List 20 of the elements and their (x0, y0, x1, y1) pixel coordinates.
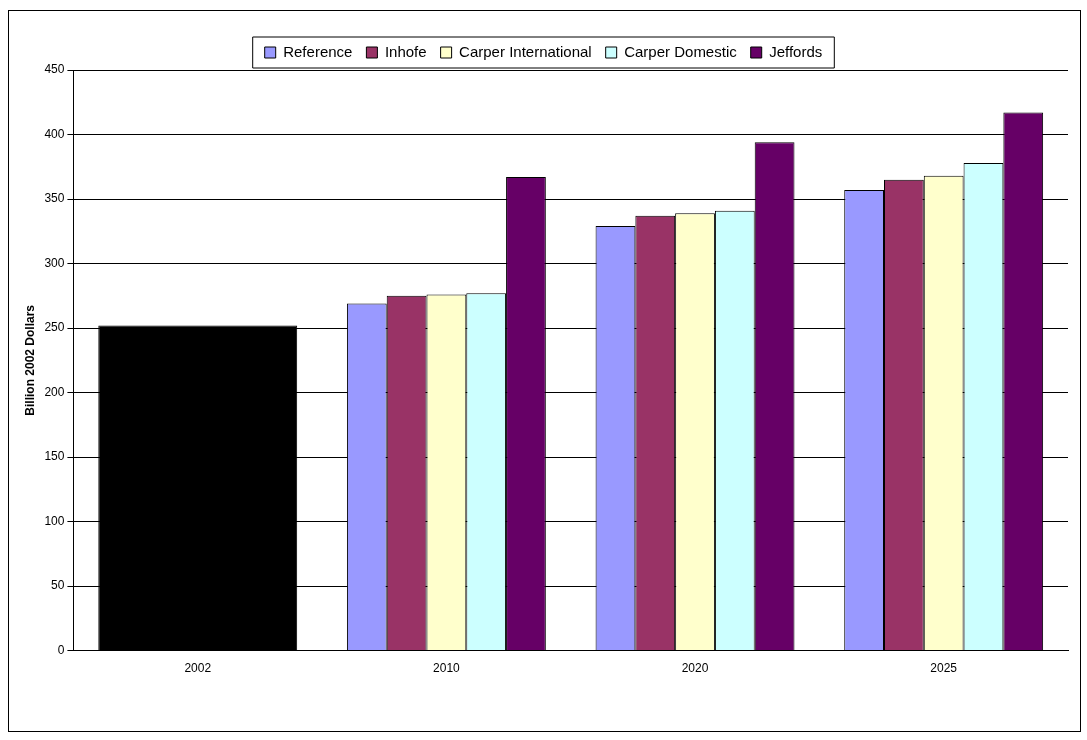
y-tick-label: 400 (44, 126, 65, 141)
x-tick-label: 2010 (433, 661, 461, 676)
y-tick-label: 450 (44, 62, 65, 77)
x-tick-label: 2020 (681, 661, 709, 676)
legend-label: Reference (283, 42, 353, 60)
y-tick-label: 150 (44, 449, 65, 464)
y-tick-label: 250 (44, 320, 65, 335)
y-tick-label: 350 (44, 191, 65, 206)
y-tick-label: 50 (51, 578, 65, 593)
legend-label: Jeffords (769, 42, 823, 60)
x-tick-label: 2002 (184, 661, 212, 676)
y-tick-label: 200 (44, 384, 65, 399)
y-tick-label: 300 (44, 255, 65, 270)
legend-label: Inhofe (384, 42, 427, 60)
y-axis-title: Billion 2002 Dollars (22, 304, 37, 416)
legend-label: Carper Domestic (624, 42, 738, 60)
x-tick-label: 2025 (930, 661, 958, 676)
legend-label: Carper International (459, 42, 592, 60)
y-tick-label: 0 (57, 642, 65, 657)
y-tick-label: 100 (44, 513, 65, 528)
